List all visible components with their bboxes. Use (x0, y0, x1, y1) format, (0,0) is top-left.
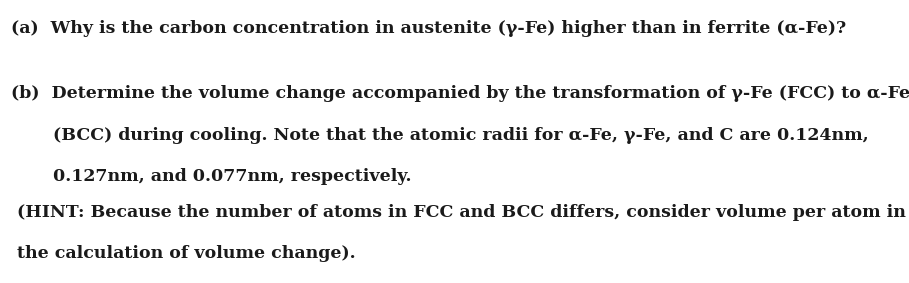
Text: the calculation of volume change).: the calculation of volume change). (11, 245, 355, 262)
Text: (b)  Determine the volume change accompanied by the transformation of γ-Fe (FCC): (b) Determine the volume change accompan… (11, 85, 909, 102)
Text: (HINT: Because the number of atoms in FCC and BCC differs, consider volume per a: (HINT: Because the number of atoms in FC… (11, 204, 905, 221)
Text: (BCC) during cooling. Note that the atomic radii for α-Fe, γ-Fe, and C are 0.124: (BCC) during cooling. Note that the atom… (11, 127, 869, 144)
Text: (a)  Why is the carbon concentration in austenite (γ-Fe) higher than in ferrite : (a) Why is the carbon concentration in a… (11, 20, 846, 37)
Text: 0.127nm, and 0.077nm, respectively.: 0.127nm, and 0.077nm, respectively. (11, 168, 412, 185)
